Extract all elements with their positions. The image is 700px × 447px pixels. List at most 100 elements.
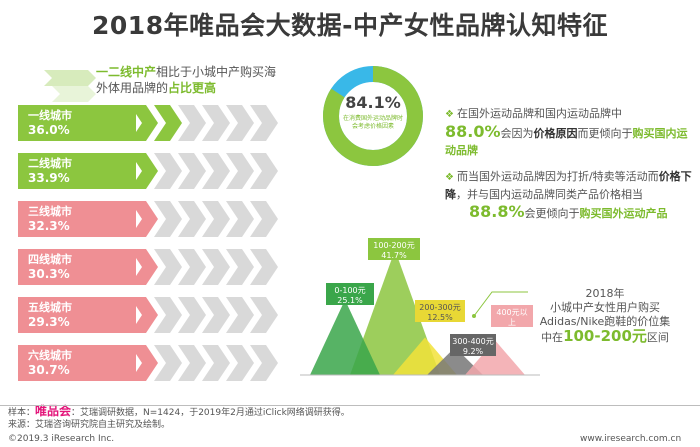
city-chevron-bar [130, 345, 278, 381]
city-row: 一线城市 36.0% [18, 105, 278, 141]
footer-copyright: ©2019.3 iResearch Inc. [8, 434, 115, 444]
price-note-year: 2018年 [585, 287, 625, 300]
city-chevron-bar [130, 105, 278, 141]
intro-text: 一二线中产相比于小城中产购买海外体用品牌的占比更高 [96, 64, 286, 96]
intro-body: 相比于小城中产购买海外体用品牌的 [96, 65, 277, 95]
chevron-mark [250, 153, 278, 189]
city-row: 四线城市 30.3% [18, 249, 278, 285]
chevron-mark [250, 297, 278, 333]
footer-divider [0, 405, 700, 406]
chevron-mark [250, 345, 278, 381]
price-note-highlight: 100-200元 [563, 327, 647, 345]
price-note-pre: 中在 [541, 331, 564, 344]
city-row-label: 五线城市 29.3% [18, 297, 136, 333]
point-one-pct: 88.0% [445, 122, 501, 141]
chevron-mark [226, 297, 254, 333]
city-chevron-bar [130, 297, 278, 333]
point-two-pct: 88.8% [469, 202, 525, 221]
city-value: 33.9% [28, 171, 70, 185]
price-triangle [427, 347, 483, 375]
price-range-label: 0-100元 [334, 286, 366, 295]
price-callout: 200-300元 12.5% [415, 300, 465, 322]
point-two-mid: 会更倾向于 [524, 207, 580, 220]
intro-emphasis: 占比更高 [168, 81, 217, 95]
price-value-label: 25.1% [337, 296, 363, 305]
chevron-mark [154, 201, 182, 237]
price-note-line3: Adidas/Nike跑鞋的价位集 [539, 315, 671, 328]
point-two-key2: 购买国外运动产品 [579, 207, 668, 220]
city-row-label: 三线城市 32.3% [18, 201, 136, 237]
city-row: 三线城市 32.3% [18, 201, 278, 237]
price-triangle [310, 299, 380, 375]
chevron-mark [178, 201, 206, 237]
donut-main-arc [323, 66, 423, 166]
price-value-label: 12.5% [427, 313, 453, 322]
chevron-mark [226, 249, 254, 285]
footer-source: 来源：艾瑞咨询研究院自主研究及绘制。 [8, 420, 171, 430]
chevron-mark [226, 153, 254, 189]
price-note-line2: 小城中产女性用户购买 [550, 301, 660, 314]
chevron-mark [226, 105, 254, 141]
price-callout: 100-200元 41.7% [368, 238, 420, 260]
diamond-bullet-icon: ❖ [445, 109, 454, 120]
chevron-mark [130, 249, 158, 285]
chevron-mark [178, 153, 206, 189]
point-one-key1: 价格原因 [533, 127, 578, 140]
chevron-mark [202, 201, 230, 237]
price-triangle [465, 340, 525, 375]
chevron-mark [202, 297, 230, 333]
chevron-mark [130, 297, 158, 333]
price-value-label: 9.2% [462, 347, 484, 356]
chevron-mark [202, 249, 230, 285]
city-name: 一线城市 [28, 109, 72, 122]
price-range-label: 400元以上 [496, 308, 528, 327]
city-value: 29.3% [28, 315, 70, 329]
diamond-bullet-icon: ❖ [445, 172, 454, 183]
chevron-mark [154, 249, 182, 285]
city-row-label: 六线城市 30.7% [18, 345, 136, 381]
price-range-label: 300-400元 [452, 337, 494, 346]
chevron-mark [250, 105, 278, 141]
chevron-mark [202, 345, 230, 381]
chevron-mark [202, 105, 230, 141]
price-callout: 300-400元 9.2% [450, 334, 496, 356]
price-value-label: 11.6% [499, 328, 525, 337]
price-range-label: 100-200元 [373, 241, 415, 250]
footer-sample: 样本：唯品会：艾瑞调研数据，N=1424，于2019年2月通过iClick网络调… [8, 405, 350, 419]
price-callout: 0-100元 25.1% [326, 283, 374, 305]
point-one-mid: 会因为 [500, 127, 534, 140]
chevron-mark [202, 153, 230, 189]
chevron-mark [178, 249, 206, 285]
city-row-label: 四线城市 30.3% [18, 249, 136, 285]
footer-sample-text: ：艾瑞调研数据，N=1424，于2019年2月通过iClick网络调研获得。 [71, 408, 350, 418]
donut-value: 84.1% [345, 93, 401, 112]
point-one-key2: 购买国内运动品牌 [445, 127, 688, 157]
city-name: 三线城市 [28, 205, 72, 218]
footer-url: www.iresearch.com.cn [580, 434, 682, 444]
note-arrow-icon [472, 291, 528, 318]
price-distribution-chart [300, 249, 540, 376]
point-one-line: 在国外运动品牌和国内运动品牌中 [456, 107, 622, 120]
city-chevron-bar [130, 249, 278, 285]
city-value: 30.3% [28, 267, 70, 281]
city-name: 四线城市 [28, 253, 72, 266]
price-triangle [350, 249, 440, 375]
chevron-mark [250, 201, 278, 237]
donut-chart: 84.1% 在消费国外运动品牌时会考虑价格因素 [321, 64, 425, 168]
point-one: ❖ 在国外运动品牌和国内运动品牌中 88.0%会因为价格原因而更倾向于购买国内运动… [445, 105, 690, 159]
page-title: 2018年唯品会大数据-中产女性品牌认知特征 [92, 11, 608, 40]
donut-caption: 在消费国外运动品牌时会考虑价格因素 [343, 115, 404, 130]
city-row: 二线城市 33.9% [18, 153, 278, 189]
chevron-mark [130, 153, 158, 189]
intro-highlight: 一二线中产 [96, 65, 157, 79]
chevron-mark [226, 345, 254, 381]
city-value: 30.7% [28, 363, 70, 377]
chevron-mark [250, 249, 278, 285]
point-two-line-b: ，并与国内运动品牌同类产品价格相当 [456, 188, 643, 201]
chevron-mark [226, 201, 254, 237]
price-range-label: 200-300元 [419, 303, 461, 312]
city-value: 32.3% [28, 219, 70, 233]
price-callout: 400元以上 11.6% [491, 305, 533, 337]
point-one-mid2: 而更倾向于 [577, 127, 633, 140]
chevron-mark [154, 297, 182, 333]
